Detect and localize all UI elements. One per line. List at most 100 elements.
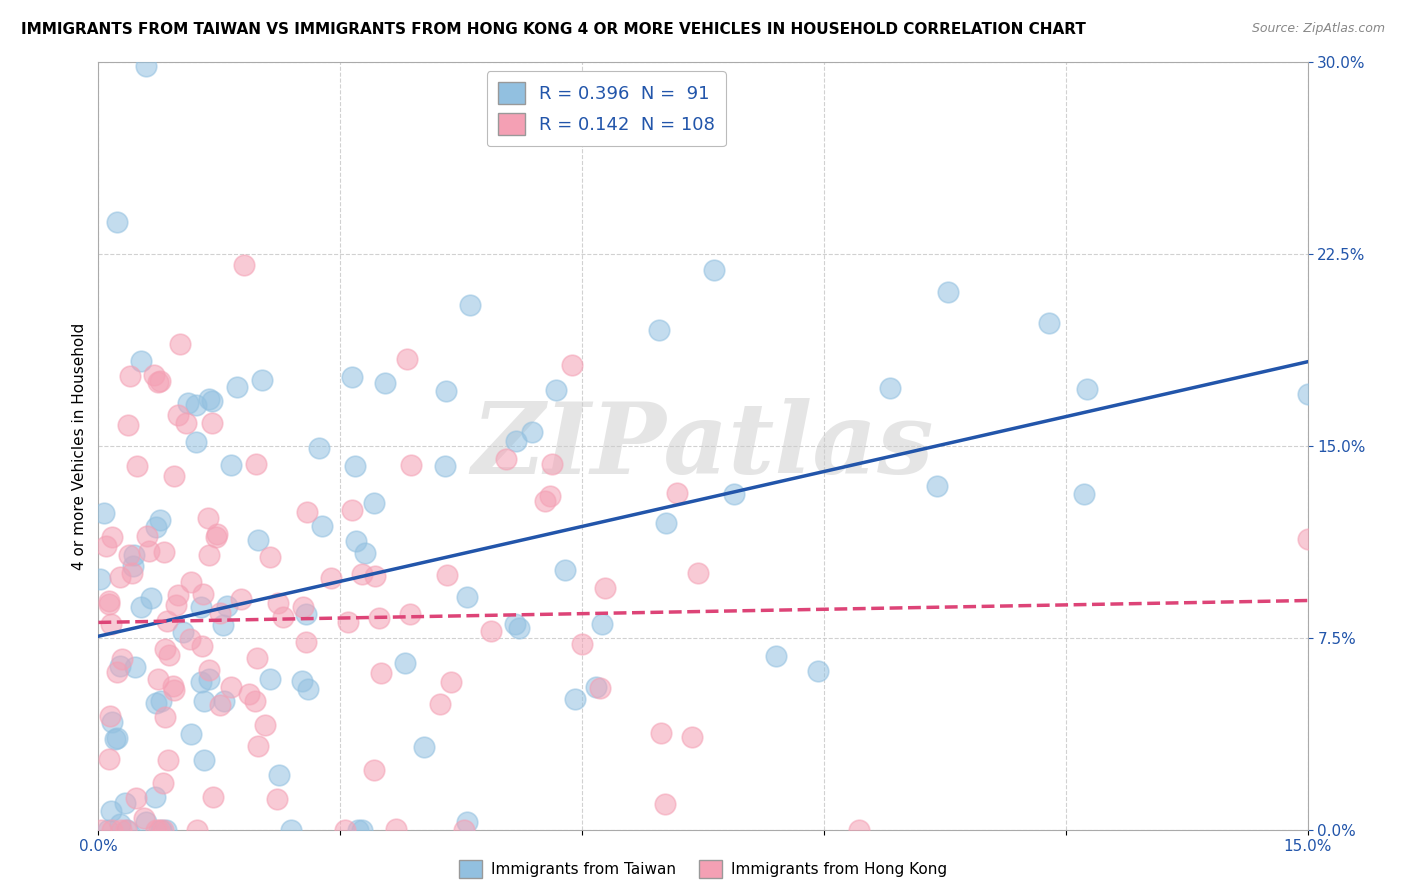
Point bbox=[340, 503, 363, 517]
Point bbox=[344, 458, 367, 473]
Point bbox=[879, 381, 901, 395]
Point bbox=[650, 725, 672, 739]
Point bbox=[229, 592, 252, 607]
Point bbox=[233, 258, 256, 272]
Point bbox=[117, 417, 139, 432]
Point bbox=[503, 616, 526, 631]
Point bbox=[124, 548, 146, 562]
Point bbox=[125, 791, 148, 805]
Point bbox=[152, 822, 174, 837]
Point bbox=[433, 458, 456, 473]
Point bbox=[149, 822, 172, 837]
Point bbox=[145, 822, 167, 837]
Point bbox=[374, 376, 396, 390]
Point bbox=[114, 796, 136, 810]
Point bbox=[654, 797, 676, 811]
Point bbox=[266, 596, 288, 610]
Point bbox=[1296, 533, 1319, 547]
Point bbox=[135, 60, 157, 74]
Text: IMMIGRANTS FROM TAIWAN VS IMMIGRANTS FROM HONG KONG 4 OR MORE VEHICLES IN HOUSEH: IMMIGRANTS FROM TAIWAN VS IMMIGRANTS FRO… bbox=[21, 22, 1085, 37]
Point bbox=[585, 680, 607, 694]
Point bbox=[201, 416, 224, 430]
Point bbox=[340, 370, 363, 384]
Point bbox=[456, 591, 478, 605]
Point bbox=[150, 694, 173, 708]
Point bbox=[436, 567, 458, 582]
Point bbox=[180, 727, 202, 741]
Point bbox=[333, 822, 356, 837]
Point bbox=[201, 394, 224, 409]
Point bbox=[100, 805, 122, 819]
Point bbox=[394, 656, 416, 670]
Point bbox=[655, 516, 678, 530]
Point bbox=[108, 570, 131, 584]
Point bbox=[138, 544, 160, 558]
Point bbox=[593, 581, 616, 595]
Point bbox=[554, 563, 576, 577]
Point bbox=[155, 822, 177, 837]
Point bbox=[848, 822, 870, 837]
Point bbox=[245, 693, 267, 707]
Point bbox=[250, 373, 273, 387]
Point bbox=[936, 285, 959, 299]
Point bbox=[219, 458, 242, 472]
Point bbox=[105, 214, 128, 228]
Point bbox=[101, 714, 124, 729]
Point bbox=[197, 511, 219, 525]
Point bbox=[118, 548, 141, 562]
Point bbox=[259, 549, 281, 564]
Point bbox=[292, 600, 315, 615]
Point bbox=[167, 588, 190, 602]
Point bbox=[198, 548, 221, 562]
Point bbox=[350, 567, 373, 582]
Point bbox=[104, 732, 127, 747]
Legend: R = 0.396  N =  91, R = 0.142  N = 108: R = 0.396 N = 91, R = 0.142 N = 108 bbox=[486, 71, 725, 146]
Point bbox=[163, 468, 186, 483]
Point bbox=[190, 639, 212, 653]
Point bbox=[191, 587, 214, 601]
Point bbox=[533, 493, 555, 508]
Point bbox=[97, 822, 120, 837]
Point bbox=[219, 680, 242, 694]
Point bbox=[98, 709, 121, 723]
Point bbox=[108, 816, 131, 830]
Point bbox=[149, 513, 172, 527]
Point bbox=[180, 575, 202, 590]
Point bbox=[122, 559, 145, 574]
Point bbox=[105, 665, 128, 679]
Point bbox=[266, 791, 288, 805]
Point bbox=[157, 648, 180, 663]
Point bbox=[110, 659, 132, 673]
Point bbox=[384, 822, 406, 836]
Point bbox=[246, 739, 269, 753]
Point bbox=[346, 822, 368, 837]
Point bbox=[142, 368, 165, 383]
Point bbox=[291, 673, 314, 688]
Point bbox=[193, 753, 215, 767]
Point bbox=[153, 709, 176, 723]
Point bbox=[156, 614, 179, 628]
Point bbox=[105, 731, 128, 746]
Point bbox=[412, 740, 434, 755]
Point bbox=[129, 354, 152, 368]
Point bbox=[1038, 316, 1060, 330]
Point bbox=[174, 417, 197, 431]
Point bbox=[186, 822, 208, 837]
Point bbox=[398, 607, 420, 621]
Point bbox=[571, 637, 593, 651]
Point bbox=[94, 539, 117, 553]
Point bbox=[89, 572, 111, 586]
Text: Source: ZipAtlas.com: Source: ZipAtlas.com bbox=[1251, 22, 1385, 36]
Point bbox=[363, 496, 385, 510]
Point bbox=[508, 621, 530, 635]
Point bbox=[927, 478, 949, 492]
Point bbox=[202, 789, 225, 804]
Point bbox=[205, 530, 228, 544]
Point bbox=[344, 533, 367, 548]
Point bbox=[495, 452, 517, 467]
Point bbox=[110, 822, 132, 837]
Point bbox=[198, 392, 221, 406]
Point bbox=[145, 696, 167, 710]
Point bbox=[101, 822, 124, 837]
Point bbox=[146, 673, 169, 687]
